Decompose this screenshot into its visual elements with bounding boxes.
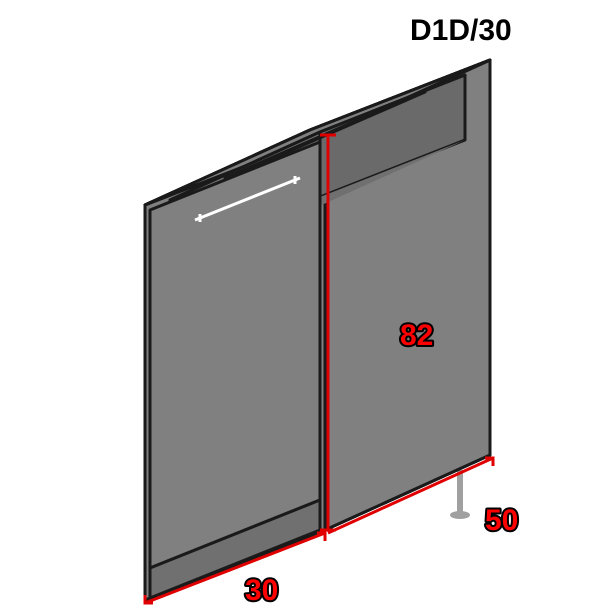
- cabinet-final: [145, 60, 490, 600]
- dim-depth: 50: [485, 504, 518, 537]
- dim-height: 82: [400, 319, 433, 352]
- dim-width: 30: [245, 574, 278, 607]
- cabinet-diagram: 82 50 30 D1D/30: [0, 0, 616, 609]
- diagram-title: D1D/30: [410, 14, 512, 47]
